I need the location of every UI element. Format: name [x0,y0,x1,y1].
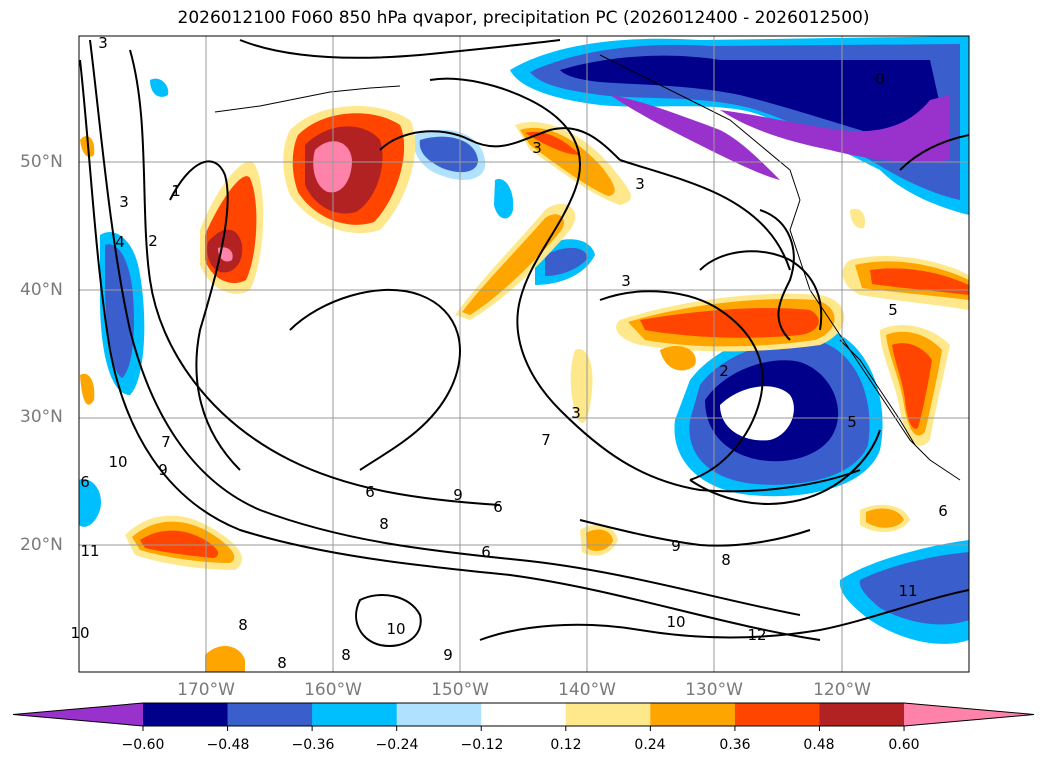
map-border [78,35,970,673]
contour-label: 9 [158,461,168,479]
contour-labels: 3 1 3 2 4 7 9 10 6 11 10 8 8 8 6 9 6 9 1… [70,34,947,672]
contour-label: 9 [453,486,463,504]
coastlines [214,54,961,481]
contour-label: 3 [119,193,129,211]
colorbar [12,702,1035,731]
lon-label: 160°W [304,680,362,700]
colorbar-extend-low [13,703,143,726]
colorbar-swatch [481,703,567,726]
lat-label: 50°N [20,152,63,172]
contour-label: 8 [379,515,389,533]
lon-label: 130°W [685,680,743,700]
colorbar-tick-label: 0.48 [803,737,835,753]
colorbar-swatch [650,703,736,726]
colorbar-tick-label: 0.12 [550,737,582,753]
contour-label: 8 [721,551,731,569]
contour-label: 10 [70,624,89,642]
colorbar-swatch [227,703,313,726]
contour-label: 2 [148,232,158,250]
colorbar-extend-high [904,703,1035,726]
contour-label: 8 [277,654,287,672]
contour-label: 8 [238,616,248,634]
colorbar-tick-label: 0.60 [888,737,920,753]
contour-label: 5 [888,301,898,319]
lon-label: 150°W [431,680,489,700]
plot-title: 2026012100 F060 850 hPa qvapor, precipit… [177,8,870,28]
contour-label: 3 [98,34,108,52]
contour-label: 3 [635,175,645,193]
contour-label: 3 [571,404,581,422]
colorbar-swatch [565,703,651,726]
contour-label: 7 [161,433,171,451]
colorbar-tick-label: −0.36 [291,737,335,753]
colorbar-tick-label: −0.12 [460,737,504,753]
contour-label: 3 [532,139,542,157]
colorbar-swatch [734,703,820,726]
contour-label: 6 [938,502,948,520]
contour-label: 5 [847,413,857,431]
contour-label: 2 [719,362,729,380]
contour-label: 1 [171,182,181,200]
colorbar-swatch [396,703,482,726]
qvapor-contours [79,39,969,647]
contour-label: 10 [386,620,405,638]
colorbar-tick-label: −0.60 [121,737,165,753]
contour-label: 6 [80,473,90,491]
lat-label: 20°N [20,535,63,555]
contour-label: 9 [671,537,681,555]
colorbar-swatch [312,703,398,726]
contour-label: 8 [341,646,351,664]
contour-label: 3 [621,272,631,290]
contour-label: 10 [108,453,127,471]
contour-label: 6 [481,543,491,561]
contour-label: 9 [443,646,453,664]
contour-label: 6 [365,483,375,501]
lon-label: 170°W [177,680,235,700]
graticule [79,36,969,672]
contour-label: 11 [898,582,917,600]
lat-label: 40°N [20,280,63,300]
colorbar-tick-label: −0.48 [206,737,250,753]
lat-label: 30°N [20,407,63,427]
contour-label: 6 [493,498,503,516]
contour-label: 12 [747,626,766,644]
lon-label: 140°W [558,680,616,700]
colorbar-tick-label: −0.24 [375,737,419,753]
lon-label: 120°W [813,680,871,700]
colorbar-swatch [819,703,905,726]
contour-label: 4 [115,233,125,251]
contour-label: 7 [541,431,551,449]
contour-label: 10 [666,613,685,631]
contour-label: 11 [80,542,99,560]
precip-anomaly-shading [79,36,969,672]
contour-label: 0 [875,70,885,88]
colorbar-swatch [143,703,229,726]
colorbar-tick-label: 0.36 [719,737,751,753]
colorbar-tick-label: 0.24 [634,737,666,753]
